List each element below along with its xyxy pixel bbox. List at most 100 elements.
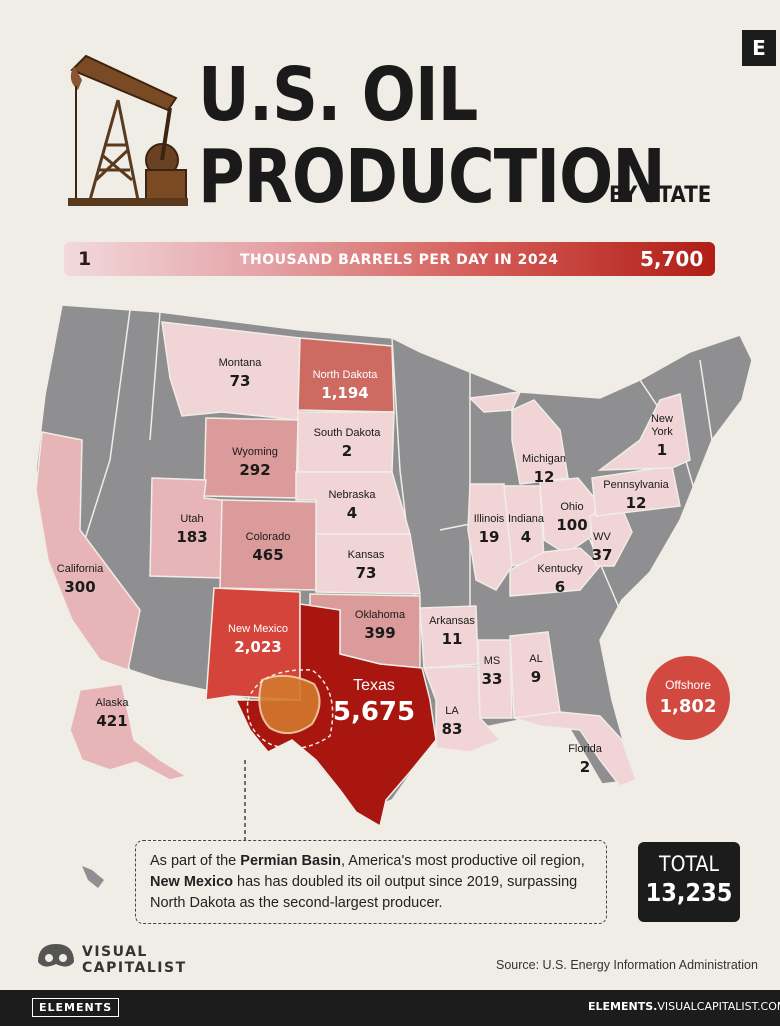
elements-logo-badge: E (742, 30, 776, 66)
state-value-kansas: 73 (356, 564, 377, 582)
state-value-la: 83 (442, 720, 463, 738)
footer-url-rest: VISUALCAPITALIST.COM (657, 1000, 780, 1013)
state-label-new-york-0: New (651, 413, 673, 425)
state-value-new-york: 1 (657, 441, 667, 459)
state-label-wyoming: Wyoming (232, 446, 278, 458)
state-label-michigan: Michigan (522, 453, 566, 465)
state-shape-illinois (467, 483, 513, 591)
title-line-2: PRODUCTION (198, 134, 666, 220)
state-shape-wyoming (203, 417, 299, 499)
state-shape-new-york (597, 393, 691, 471)
total-value: 13,235 (645, 878, 733, 907)
state-value-utah: 183 (176, 528, 207, 546)
state-value-kentucky: 6 (555, 578, 565, 596)
pumpjack-illustration (68, 54, 188, 206)
note-bold-new-mexico: New Mexico (150, 874, 233, 890)
state-value-oklahoma: 399 (364, 624, 395, 642)
state-shape-alaska (69, 683, 188, 781)
permian-basin-note: As part of the Permian Basin, America's … (135, 840, 607, 924)
state-shape-colorado (219, 499, 317, 591)
state-label-montana: Montana (219, 357, 263, 369)
state-value-nebraska: 4 (347, 504, 357, 522)
state-label-ms: MS (484, 655, 501, 667)
title-subtitle: BY STATE (609, 183, 712, 208)
state-label-texas: Texas (353, 677, 395, 694)
state-value-arkansas: 11 (442, 630, 463, 648)
state-value-indiana: 4 (521, 528, 531, 546)
state-label-oklahoma: Oklahoma (355, 609, 406, 621)
state-label-ohio: Ohio (560, 501, 583, 513)
footer-brand[interactable]: ELEMENTS (32, 998, 120, 1017)
state-label-new-york-1: York (651, 426, 673, 438)
state-value-michigan: 12 (534, 468, 555, 486)
state-value-ohio: 100 (556, 516, 587, 534)
state-value-pennsylvania: 12 (626, 494, 647, 512)
state-label-california: California (57, 563, 104, 575)
state-value-south-dakota: 2 (342, 442, 352, 460)
state-label-nebraska: Nebraska (328, 489, 376, 501)
state-shape-texas (234, 603, 437, 828)
footer-bar: ELEMENTS ELEMENTS.VISUALCAPITALIST.COM (0, 990, 780, 1026)
publisher-line-1: VISUAL (82, 944, 148, 960)
state-label-illinois: Illinois (474, 513, 505, 525)
publisher-wordmark: VISUAL CAPITALIST (82, 944, 187, 976)
state-shape-florida (513, 711, 637, 787)
state-label-al: AL (529, 653, 542, 665)
state-shape-hawaii (82, 866, 104, 888)
state-value-alaska: 421 (96, 712, 127, 730)
footer-url[interactable]: ELEMENTS.VISUALCAPITALIST.COM (588, 1000, 780, 1013)
state-label-new-mexico: New Mexico (228, 623, 288, 635)
publisher-line-2: CAPITALIST (82, 960, 187, 976)
state-value-california: 300 (64, 578, 95, 596)
state-label-colorado: Colorado (246, 531, 291, 543)
state-value-illinois: 19 (479, 528, 500, 546)
state-value-ms: 33 (482, 670, 503, 688)
scale-unit-label: THOUSAND BARRELS PER DAY IN 2024 (240, 252, 559, 268)
offshore-value: 1,802 (659, 696, 717, 717)
state-label-south-dakota: South Dakota (314, 427, 382, 439)
state-value-montana: 73 (230, 372, 251, 390)
state-label-alaska: Alaska (95, 697, 129, 709)
state-value-new-mexico: 2,023 (234, 638, 281, 656)
note-text-3: has has doubled its oil output since 201… (150, 874, 578, 911)
state-shape-montana (161, 321, 301, 421)
permian-basin-blob (258, 674, 321, 735)
state-shape-california (35, 431, 141, 671)
state-value-wv: 37 (592, 546, 613, 564)
state-label-florida: Florida (568, 743, 603, 755)
footer-url-bold: ELEMENTS. (588, 1000, 658, 1013)
title-line-1: U.S. OIL (198, 52, 478, 138)
state-label-pennsylvania: Pennsylvania (603, 479, 669, 491)
state-value-florida: 2 (580, 758, 590, 776)
state-shape-pennsylvania (591, 465, 681, 517)
total-box: TOTAL 13,235 (638, 842, 740, 922)
state-label-arkansas: Arkansas (429, 615, 475, 627)
state-shape-kansas (315, 533, 421, 595)
state-shape-mississippi (477, 639, 513, 719)
state-label-indiana: Indiana (508, 513, 545, 525)
state-value-colorado: 465 (252, 546, 283, 564)
scale-min-label: 1 (78, 248, 92, 270)
visual-capitalist-logo-icon (38, 944, 74, 967)
us-state-map: Montana 73 North Dakota 1,194 South Dakota 2 W… (35, 304, 753, 888)
state-shape-michigan (468, 391, 569, 485)
note-text-1: As part of the (150, 853, 241, 869)
state-label-north-dakota: North Dakota (313, 369, 379, 381)
color-scale-bar (64, 242, 715, 276)
scale-max-label: 5,700 (640, 247, 704, 271)
note-bold-permian: Permian Basin (240, 853, 342, 869)
offshore-bubble: Offshore 1,802 (646, 656, 730, 740)
state-value-wyoming: 292 (239, 461, 270, 479)
offshore-label: Offshore (665, 678, 711, 692)
state-value-north-dakota: 1,194 (321, 384, 368, 402)
state-label-utah: Utah (180, 513, 203, 525)
source-text: Source: U.S. Energy Information Administ… (496, 958, 758, 972)
permian-basin-outline (246, 669, 334, 750)
state-label-kentucky: Kentucky (537, 563, 583, 575)
note-text-2: , America's most productive oil region, (341, 853, 585, 869)
total-label: TOTAL (659, 852, 719, 876)
state-value-texas: 5,675 (333, 697, 415, 727)
state-label-wv: WV (593, 531, 611, 543)
state-value-al: 9 (531, 668, 541, 686)
state-label-kansas: Kansas (348, 549, 385, 561)
